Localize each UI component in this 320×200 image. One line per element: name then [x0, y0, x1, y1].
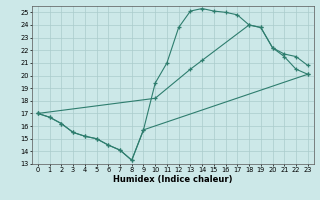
X-axis label: Humidex (Indice chaleur): Humidex (Indice chaleur)	[113, 175, 233, 184]
